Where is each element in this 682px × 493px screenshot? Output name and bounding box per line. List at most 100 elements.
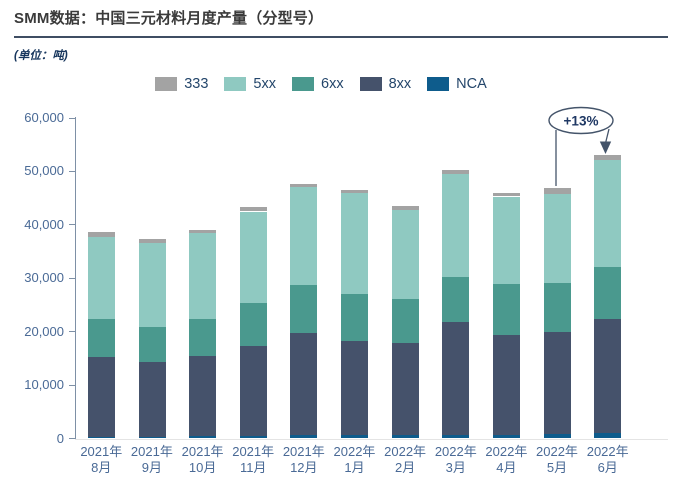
bar-segment-8xx <box>391 342 419 436</box>
bar-segment-333 <box>391 206 419 210</box>
bar-segment-NCA <box>543 434 571 438</box>
bar-segment-333 <box>594 154 622 161</box>
x-axis-label: 2021年 11月 <box>228 444 279 476</box>
unit-label: (单位：吨) <box>14 50 68 62</box>
x-axis-label-year: 2021年 <box>232 444 275 459</box>
legend-swatch-NCA <box>427 77 450 91</box>
x-axis-label: 2022年 5月 <box>532 444 583 476</box>
x-axis-label: 2022年 1月 <box>329 444 380 476</box>
x-axis-label-year: 2021年 <box>80 444 123 459</box>
x-axis-label-month: 1月 <box>344 460 365 475</box>
bar-segment-NCA <box>239 435 267 438</box>
x-axis-label: 2021年 8月 <box>76 444 127 476</box>
y-axis-tick <box>69 331 76 333</box>
bar-segment-5xx <box>341 192 368 294</box>
bar-segment-6xx <box>290 284 318 334</box>
x-axis-label-year: 2022年 <box>586 444 629 459</box>
bar-segment-8xx <box>442 321 470 435</box>
chart-legend: 333 5xx 6xx 8xx NCA <box>0 76 642 92</box>
bar-segment-5xx <box>290 186 318 285</box>
bar-segment-6xx <box>138 326 166 363</box>
x-axis-label-month: 10月 <box>188 460 217 475</box>
bar-segment-6xx <box>189 319 217 357</box>
bar-segment-8xx <box>341 341 368 436</box>
x-axis-label-month: 3月 <box>445 460 466 475</box>
x-axis-label-year: 2022年 <box>333 444 376 459</box>
bar-segment-8xx <box>594 318 622 434</box>
bar-segment-333 <box>492 192 520 197</box>
y-axis-label: 60,000 <box>24 110 64 125</box>
bar-segment-333 <box>239 207 267 212</box>
title-divider <box>14 36 668 38</box>
bar-segment-333 <box>138 238 166 244</box>
bar-segment-5xx <box>189 233 217 320</box>
x-axis-label-month: 6月 <box>597 460 618 475</box>
x-axis-label-month: 4月 <box>496 460 517 475</box>
bar-segment-6xx <box>442 276 470 322</box>
x-axis-label-year: 2021年 <box>130 444 173 459</box>
x-axis-label-year: 2022年 <box>536 444 578 459</box>
x-axis-label: 2022年 6月 <box>582 444 633 476</box>
legend-swatch-5xx <box>224 77 247 91</box>
y-axis-label: 50,000 <box>24 163 64 179</box>
bar-segment-333 <box>189 230 217 234</box>
legend-swatch-8xx <box>359 77 382 91</box>
x-axis-label-month: 12月 <box>290 460 318 475</box>
bar-segment-8xx <box>290 333 318 436</box>
bar-segment-8xx <box>189 356 217 437</box>
bar-segment-NCA <box>341 435 368 438</box>
legend-label-NCA: NCA <box>456 76 487 92</box>
x-axis-label-month: 5月 <box>546 460 568 475</box>
y-axis-label: 0 <box>56 430 64 446</box>
bar-segment-NCA <box>290 435 318 438</box>
bar-segment-5xx <box>442 174 470 277</box>
x-axis-label: 2021年 10月 <box>177 444 228 476</box>
bar-segment-5xx <box>492 196 520 285</box>
x-axis-label-year: 2021年 <box>282 444 325 459</box>
bar-segment-8xx <box>239 346 267 436</box>
page-title: SMM数据：中国三元材料月度产量（分型号） <box>14 10 324 27</box>
x-axis-label: 2021年 9月 <box>127 444 178 476</box>
bar-segment-5xx <box>594 160 622 267</box>
bar-segment-NCA <box>189 436 217 438</box>
x-axis-label-month: 9月 <box>141 460 162 475</box>
bar-segment-6xx <box>543 283 571 332</box>
bar-segment-8xx <box>543 331 571 435</box>
bar-segment-8xx <box>138 362 166 437</box>
bar-segment-5xx <box>391 209 419 299</box>
legend-label-6xx: 6xx <box>321 76 344 92</box>
x-axis-label: 2022年 3月 <box>431 444 482 476</box>
y-axis-tick <box>69 277 76 279</box>
x-axis-label-month: 11月 <box>239 460 267 475</box>
legend-item-6xx: 6xx <box>292 76 344 92</box>
legend-item-333: 333 <box>155 76 208 92</box>
legend-label-5xx: 5xx <box>253 76 276 92</box>
y-axis-tick <box>69 438 76 439</box>
bar-segment-NCA <box>492 435 520 438</box>
bar-segment-8xx <box>87 356 115 437</box>
y-axis-line <box>75 117 76 438</box>
y-axis-tick <box>69 224 76 226</box>
bar-segment-NCA <box>442 434 470 438</box>
bar-segment-333 <box>543 188 571 194</box>
x-axis-baseline <box>75 439 668 440</box>
legend-swatch-333 <box>155 77 178 91</box>
y-axis-label: 30,000 <box>24 270 64 286</box>
bar-segment-6xx <box>341 293 368 342</box>
y-axis-label: 10,000 <box>24 377 64 393</box>
bar-segment-5xx <box>138 243 166 327</box>
x-axis-label-year: 2021年 <box>181 444 224 459</box>
bar-segment-333 <box>87 231 115 237</box>
legend-label-8xx: 8xx <box>388 76 412 92</box>
legend-item-NCA: NCA <box>427 76 487 92</box>
y-axis-label: 20,000 <box>24 323 64 339</box>
y-axis-tick <box>69 117 76 119</box>
legend-swatch-6xx <box>292 77 314 91</box>
x-axis-label-month: 8月 <box>91 460 112 475</box>
bar-segment-5xx <box>87 236 115 320</box>
bar-segment-6xx <box>492 284 520 336</box>
bar-segment-NCA <box>594 433 622 438</box>
bar-segment-333 <box>290 183 318 187</box>
